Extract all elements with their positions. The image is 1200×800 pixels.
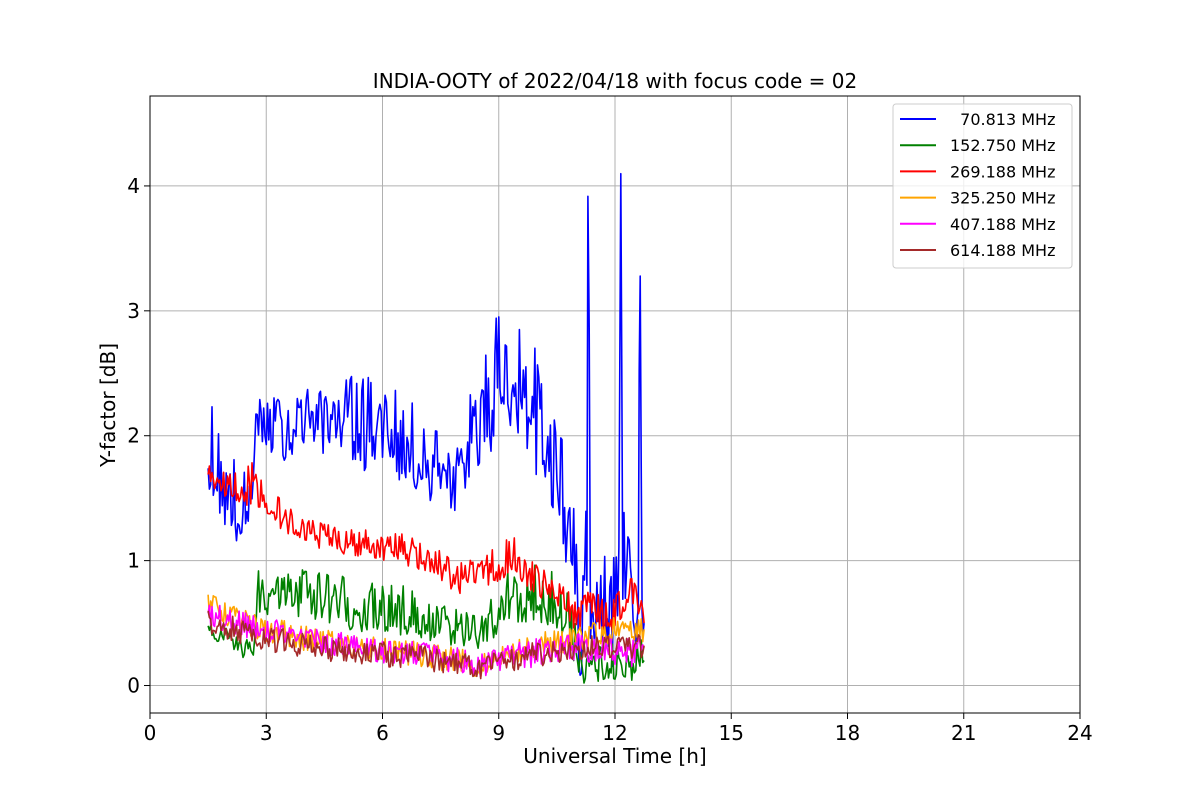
x-axis: 0 3 6 9 12 15 18 21 24 [144, 713, 1093, 745]
x-tick-label: 9 [492, 721, 505, 745]
x-tick-label: 6 [376, 721, 389, 745]
x-tick-label: 18 [835, 721, 860, 745]
legend-entry: 152.750 MHz [950, 136, 1055, 155]
x-axis-label: Universal Time [h] [523, 744, 706, 768]
series-line-0 [207, 172, 645, 677]
x-tick-label: 15 [719, 721, 744, 745]
y-axis: 0 1 2 3 4 [127, 174, 150, 698]
legend-entry: 407.188 MHz [950, 215, 1055, 234]
y-tick-label: 3 [127, 299, 140, 323]
x-tick-label: 12 [602, 721, 627, 745]
y-axis-label: Y-factor [dB] [96, 343, 120, 468]
legend-box [892, 103, 1073, 269]
y-tick-label: 0 [127, 674, 140, 698]
legend-entry: 325.250 MHz [950, 189, 1055, 208]
legend-entry: 70.813 MHz [950, 110, 1055, 129]
chart-title: INDIA-OOTY of 2022/04/18 with focus code… [373, 69, 857, 93]
legend-entry: 269.188 MHz [950, 162, 1055, 181]
series-line-2 [207, 461, 645, 632]
x-tick-label: 3 [260, 721, 273, 745]
x-tick-label: 0 [144, 721, 157, 745]
y-tick-label: 1 [127, 549, 140, 573]
legend-entry: 614.188 MHz [950, 241, 1055, 260]
y-tick-label: 4 [127, 174, 140, 198]
y-tick-label: 2 [127, 424, 140, 448]
series-line-5 [207, 610, 645, 680]
x-tick-label: 24 [1067, 721, 1092, 745]
legend: 70.813 MHz 152.750 MHz 269.188 MHz 325.250 … [892, 103, 1073, 269]
x-tick-label: 21 [951, 721, 976, 745]
series-layer [207, 172, 645, 684]
